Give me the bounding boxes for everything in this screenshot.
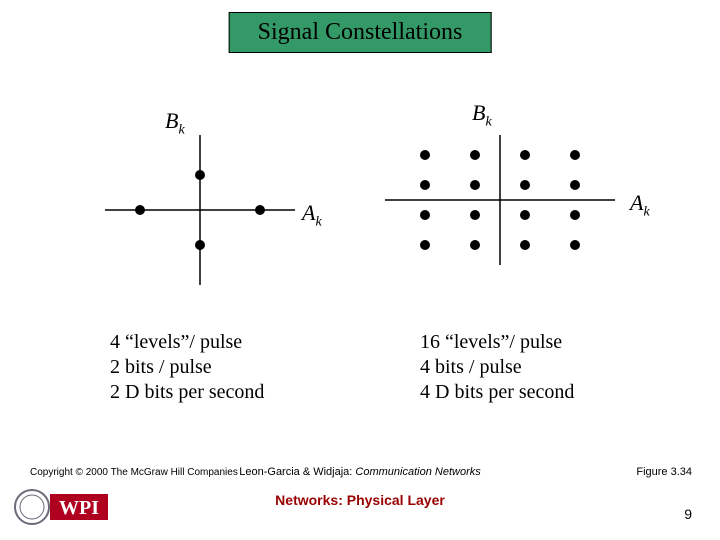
- footer-citation: Leon-Garcia & Widjaja: Communication Net…: [239, 466, 481, 478]
- title-box: Signal Constellations: [229, 12, 492, 53]
- wpi-logo: WPI: [12, 486, 112, 528]
- left-description: 4 “levels”/ pulse2 bits / pulse2 D bits …: [110, 330, 264, 405]
- svg-text:WPI: WPI: [59, 497, 99, 519]
- figure-number: Figure 3.34: [636, 466, 692, 478]
- page-title: Signal Constellations: [258, 19, 463, 45]
- left-constellation: [0, 0, 720, 400]
- slide-number: 9: [684, 506, 692, 522]
- right-y-axis-label: Bk: [472, 100, 492, 130]
- left-y-axis-label: Bk: [165, 108, 185, 138]
- citation-prefix: Leon-Garcia & Widjaja:: [239, 466, 355, 478]
- right-constellation: [0, 0, 720, 400]
- right-x-axis-label: Ak: [630, 190, 650, 220]
- left-x-axis-label: Ak: [302, 200, 322, 230]
- copyright-text: Copyright © 2000 The McGraw Hill Compani…: [30, 467, 238, 478]
- citation-title: Communication Networks: [355, 466, 480, 478]
- right-description: 16 “levels”/ pulse4 bits / pulse4 D bits…: [420, 330, 574, 405]
- footer-caption: Networks: Physical Layer: [275, 492, 445, 508]
